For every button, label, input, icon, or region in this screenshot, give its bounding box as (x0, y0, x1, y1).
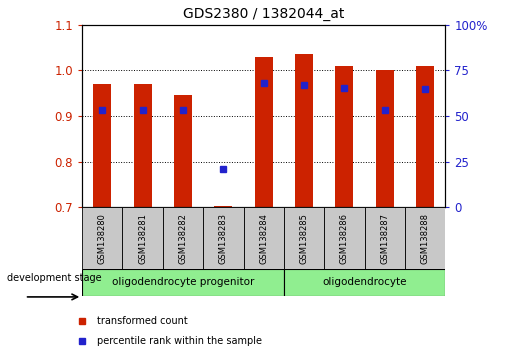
Bar (324, 207, 365, 269)
Bar (254, 57, 273, 207)
Bar (376, 70, 394, 207)
Bar (174, 96, 192, 207)
Bar (134, 84, 152, 207)
Bar (214, 206, 233, 207)
Bar (335, 66, 354, 207)
Bar (163, 207, 203, 269)
Bar (416, 66, 434, 207)
Text: GSM138287: GSM138287 (380, 212, 389, 264)
Bar (284, 269, 445, 296)
Text: GSM138284: GSM138284 (259, 213, 268, 263)
Bar (122, 207, 163, 269)
Text: GSM138282: GSM138282 (179, 213, 188, 263)
Text: GSM138286: GSM138286 (340, 212, 349, 264)
Text: GSM138285: GSM138285 (299, 213, 308, 263)
Text: development stage: development stage (6, 273, 101, 283)
Text: transformed count: transformed count (96, 315, 188, 326)
Text: GSM138281: GSM138281 (138, 213, 147, 263)
Bar (405, 207, 445, 269)
Bar (82, 269, 284, 296)
Text: percentile rank within the sample: percentile rank within the sample (96, 336, 262, 346)
Bar (243, 207, 284, 269)
Bar (295, 55, 313, 207)
Bar (284, 207, 324, 269)
Bar (93, 84, 111, 207)
Text: GSM138280: GSM138280 (98, 213, 107, 263)
Text: GSM138288: GSM138288 (420, 212, 429, 264)
Bar (365, 207, 405, 269)
Bar (82, 207, 122, 269)
Text: oligodendrocyte: oligodendrocyte (322, 277, 407, 287)
Bar (203, 207, 243, 269)
Text: GSM138283: GSM138283 (219, 212, 228, 264)
Title: GDS2380 / 1382044_at: GDS2380 / 1382044_at (183, 7, 344, 21)
Text: oligodendrocyte progenitor: oligodendrocyte progenitor (112, 277, 254, 287)
